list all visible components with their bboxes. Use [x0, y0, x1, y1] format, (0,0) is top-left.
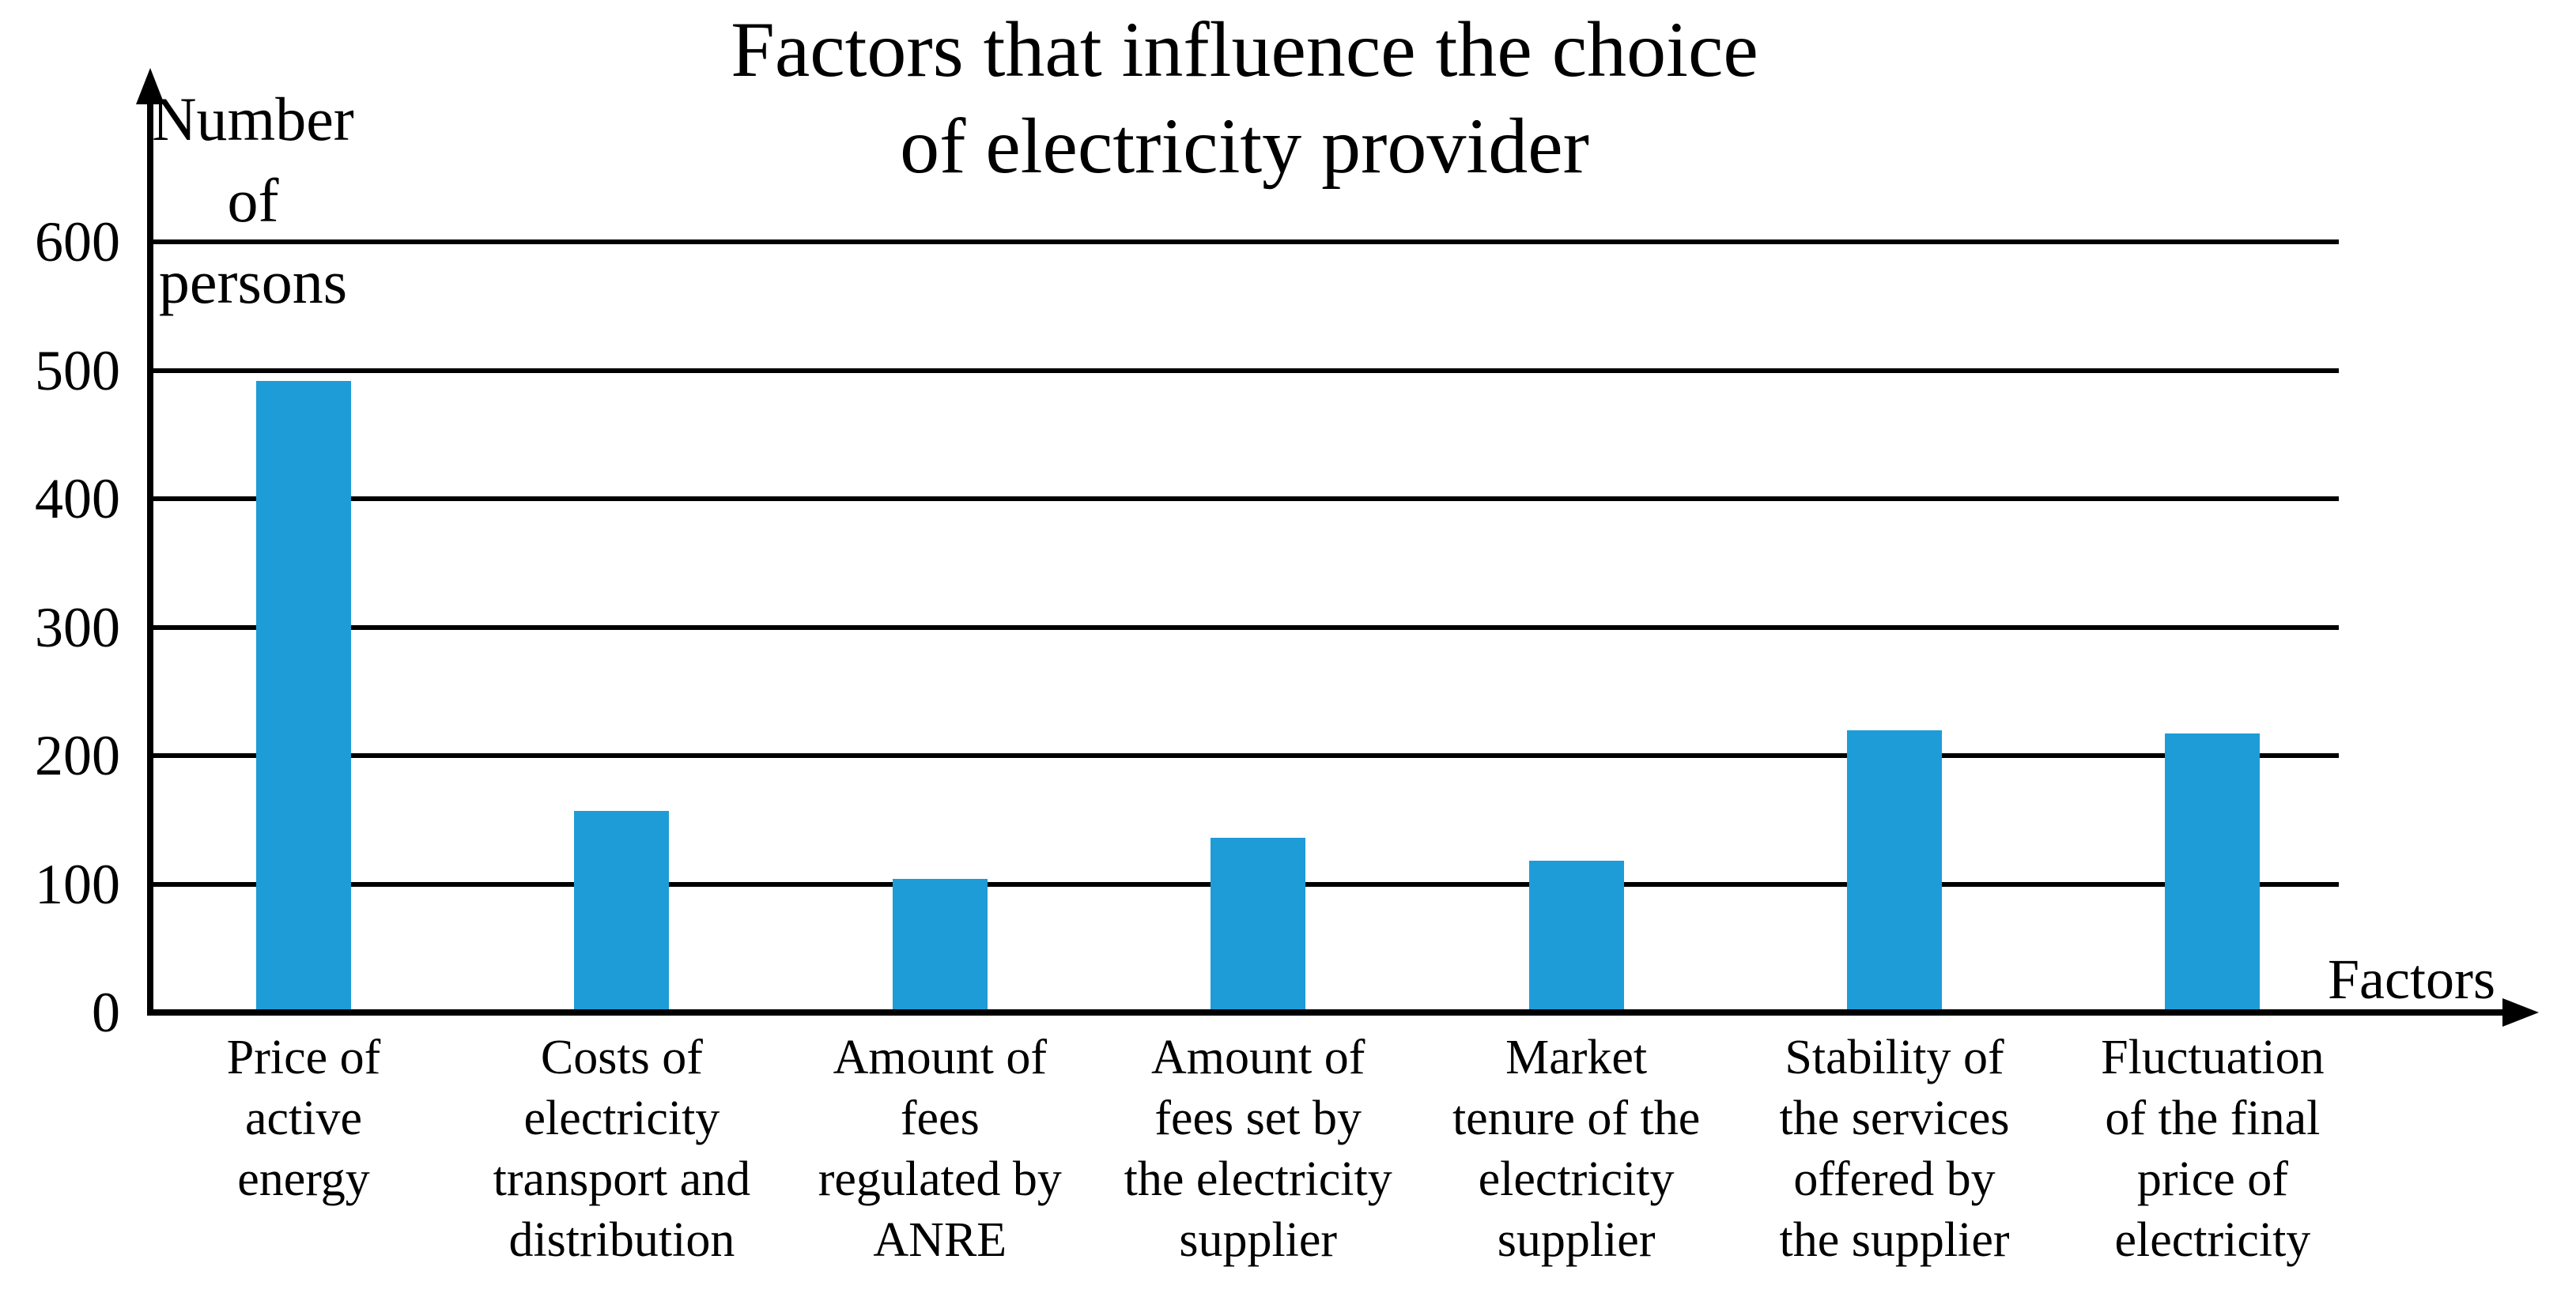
- gridline: [150, 239, 2339, 244]
- gridline: [150, 496, 2339, 501]
- category-label: Market tenure of the electricity supplie…: [1452, 1031, 1701, 1267]
- category-label: Price of active energy: [226, 1031, 381, 1206]
- y-tick-label: 400: [35, 467, 120, 530]
- y-tick-label: 200: [35, 724, 120, 787]
- x-axis-label: Factors: [2328, 948, 2495, 1011]
- chart-title: Factors that influence the choice of ele…: [731, 6, 1758, 190]
- bar: [1211, 838, 1306, 1012]
- y-axis-arrow-icon: [136, 68, 164, 104]
- x-axis-arrow-icon: [2502, 998, 2539, 1027]
- y-tick-label: 300: [35, 595, 120, 659]
- bar: [892, 879, 988, 1012]
- gridline: [150, 624, 2339, 630]
- category-label: Costs of electricity transport and distr…: [493, 1031, 751, 1267]
- gridline: [150, 368, 2339, 373]
- y-tick-label: 500: [35, 338, 120, 402]
- gridline: [150, 753, 2339, 758]
- category-label: Stability of the services offered by the…: [1779, 1031, 2010, 1267]
- y-tick-label: 100: [35, 852, 120, 916]
- category-label: Fluctuation of the final price of electr…: [2101, 1031, 2325, 1267]
- y-axis-label: Number of persons: [152, 85, 354, 316]
- bar: [574, 810, 670, 1012]
- bar: [1847, 730, 1942, 1012]
- bar: [2165, 733, 2261, 1012]
- bar: [256, 380, 351, 1012]
- x-axis-line: [147, 1009, 2510, 1016]
- category-label: Amount of fees set by the electricity su…: [1124, 1031, 1392, 1267]
- y-tick-label: 600: [35, 210, 120, 273]
- category-label: Amount of fees regulated by ANRE: [818, 1031, 1062, 1267]
- y-axis-line: [147, 87, 153, 1016]
- y-tick-label: 0: [92, 981, 120, 1044]
- bar: [1528, 861, 1624, 1012]
